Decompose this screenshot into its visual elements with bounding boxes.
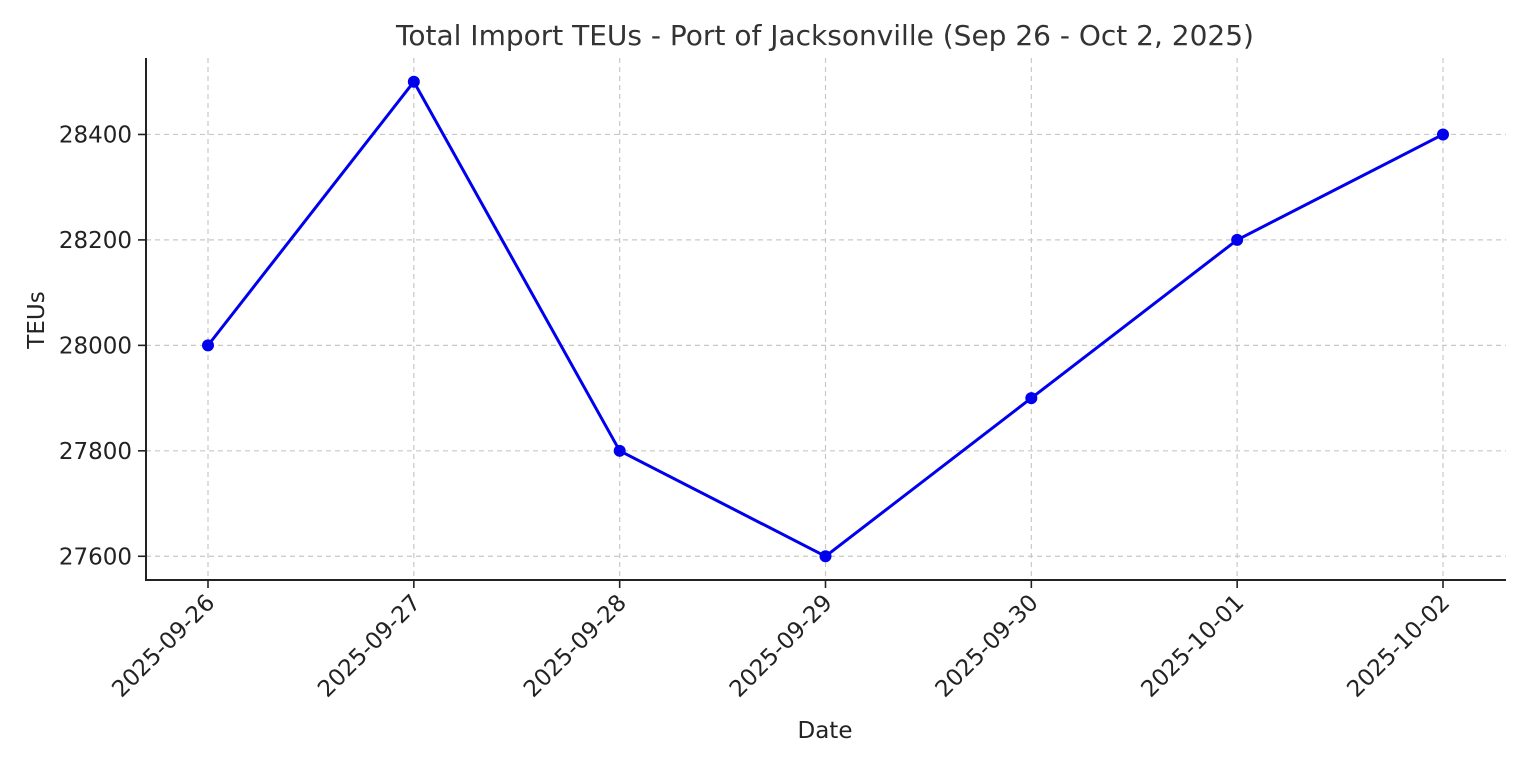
y-axis-label: TEUs — [24, 291, 50, 349]
y-ticks: 27600 27800 28000 28200 28400 — [59, 122, 146, 570]
y-tick-label: 28200 — [59, 228, 132, 254]
x-axis-label: Date — [798, 718, 853, 744]
y-tick-label: 28400 — [59, 122, 132, 148]
x-tick-label: 2025-09-26 — [107, 590, 220, 703]
series — [202, 75, 1449, 563]
data-point — [819, 550, 832, 563]
data-point — [407, 75, 420, 88]
x-tick-label: 2025-10-01 — [1137, 590, 1250, 703]
data-point — [1025, 392, 1038, 405]
data-point — [1437, 128, 1449, 141]
x-tick-label: 2025-09-28 — [519, 590, 632, 703]
data-point — [1231, 233, 1244, 246]
x-tick-label: 2025-10-02 — [1342, 590, 1455, 703]
x-ticks: 2025-09-26 2025-09-27 2025-09-28 2025-09-29… — [107, 580, 1455, 703]
data-point — [202, 339, 214, 352]
y-tick-label: 27600 — [59, 544, 132, 570]
x-tick-label: 2025-09-27 — [313, 590, 426, 703]
x-tick-label: 2025-09-30 — [931, 590, 1044, 703]
grid — [146, 58, 1506, 580]
chart-title: Total Import TEUs - Port of Jacksonville… — [395, 19, 1254, 52]
x-tick-label: 2025-09-29 — [725, 590, 838, 703]
data-point — [613, 444, 626, 457]
y-tick-label: 27800 — [59, 439, 132, 465]
y-tick-label: 28000 — [59, 333, 132, 359]
